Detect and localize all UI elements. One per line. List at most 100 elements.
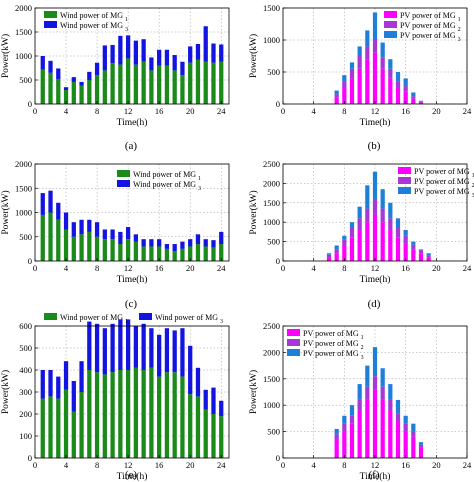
bar-b-s3 (380, 42, 385, 58)
bar-c-s1 (110, 239, 115, 261)
bar-a-s1 (188, 62, 193, 104)
y-axis-label: Power(kW) (0, 34, 11, 78)
bar-b-s2 (365, 46, 370, 60)
x-tick-label: 4 (312, 106, 317, 116)
bar-f-s1 (418, 447, 424, 458)
bar-f-s2 (388, 399, 393, 411)
x-tick-label: 16 (401, 460, 410, 470)
chart-panel-c: 0 4 8 12 16 20 24 0 500 1000 1500 2000 Time(h) Power(… (0, 159, 230, 310)
bars (334, 12, 424, 104)
bars (40, 26, 224, 104)
bar-d-s1 (395, 237, 401, 261)
legend-swatch (44, 313, 57, 320)
y-tick-label: 1500 (263, 198, 280, 208)
bar-e-s1 (48, 396, 53, 458)
bar-b-s3 (395, 72, 401, 82)
bar-d-s3 (334, 245, 339, 250)
bar-c-s2 (79, 219, 84, 235)
bar-f-s3 (357, 384, 362, 400)
bar-e-s1 (102, 374, 107, 458)
legend-label: PV power of MG 2 (303, 339, 364, 351)
bar-b-s2 (357, 56, 362, 69)
panel-caption: (d) (368, 298, 381, 310)
bar-e-s1 (56, 398, 61, 458)
x-tick-label: 4 (64, 460, 69, 470)
x-tick-label: 20 (186, 106, 195, 116)
bar-c-s1 (87, 231, 92, 261)
y-tick-label: 2000 (15, 159, 32, 169)
bar-a-s2 (48, 60, 53, 73)
bar-a-s1 (40, 69, 45, 104)
bar-b-s2 (334, 94, 339, 98)
bar-a-s1 (118, 64, 123, 104)
bar-a-s2 (211, 43, 216, 63)
bar-f-s3 (411, 423, 416, 432)
y-tick-label: 2500 (263, 159, 280, 169)
y-tick-label: 300 (19, 387, 32, 397)
bar-f-s3 (342, 415, 347, 424)
y-tick-label: 100 (19, 431, 32, 441)
bar-a-s2 (87, 71, 92, 80)
legend-swatch (384, 31, 397, 38)
bar-e-s2 (188, 345, 193, 395)
x-axis-label: Time(h) (117, 117, 148, 128)
bar-f-s2 (365, 386, 370, 400)
bar-f-s2 (395, 413, 401, 422)
bar-c-s2 (141, 239, 146, 247)
x-tick-label: 4 (64, 106, 69, 116)
panel-caption: (c) (125, 298, 138, 310)
panel-caption: (a) (125, 140, 138, 152)
bar-c-s2 (110, 229, 115, 240)
bar-d-s1 (388, 229, 393, 261)
y-tick-label: 1500 (263, 374, 280, 384)
bar-b-s1 (418, 102, 424, 104)
bar-c-s1 (133, 241, 139, 261)
bar-b-s3 (403, 78, 408, 87)
x-tick-label: 24 (217, 263, 226, 273)
bar-e-s2 (125, 319, 131, 370)
bar-e-s1 (40, 398, 45, 458)
bar-b-s1 (349, 78, 355, 104)
chart-panel-b: 0 4 8 12 16 20 24 0 500 1000 1500 Time(h) Power(kW) P… (248, 3, 472, 152)
bar-d-s2 (395, 228, 401, 238)
bar-d-s1 (349, 237, 355, 261)
bar-e-s2 (56, 376, 61, 399)
bar-f-s1 (357, 410, 362, 458)
bar-c-s1 (102, 239, 107, 261)
bar-f-s3 (365, 365, 370, 387)
bar-a-s1 (180, 75, 185, 104)
y-tick-label: 0 (276, 99, 280, 109)
bar-e-s2 (79, 361, 84, 392)
bar-b-s2 (411, 96, 416, 99)
x-tick-label: 12 (371, 460, 380, 470)
legend-label: PV power of MG 2 (400, 21, 461, 33)
bar-a-s2 (188, 46, 193, 63)
bar-a-s1 (79, 85, 84, 104)
bar-b-s3 (365, 30, 370, 47)
bar-b-s3 (334, 90, 339, 95)
bar-e-s2 (172, 330, 177, 373)
bar-a-s1 (141, 61, 146, 104)
y-axis-label: Power(kW) (0, 190, 11, 234)
bar-c-s1 (188, 246, 193, 261)
bar-a-s1 (87, 80, 92, 104)
bar-b-s1 (357, 68, 362, 104)
bar-b-s1 (334, 97, 339, 104)
bar-c-s1 (48, 212, 53, 261)
bar-d-s2 (411, 244, 416, 250)
bar-b-s1 (403, 91, 408, 104)
x-tick-label: 12 (124, 106, 133, 116)
bar-b-s2 (403, 86, 408, 92)
x-tick-label: 8 (95, 106, 99, 116)
bar-d-s1 (357, 229, 362, 261)
y-tick-label: 2000 (15, 3, 32, 13)
bar-a-s2 (203, 26, 208, 62)
bar-a-s2 (79, 81, 84, 86)
y-axis-label: Power(kW) (248, 34, 259, 78)
bar-d-s2 (380, 208, 385, 223)
bar-b-s3 (418, 100, 424, 102)
bar-a-s2 (195, 44, 201, 60)
bar-e-s1 (211, 414, 216, 458)
bar-a-s1 (157, 65, 162, 104)
bar-d-s3 (418, 249, 424, 251)
